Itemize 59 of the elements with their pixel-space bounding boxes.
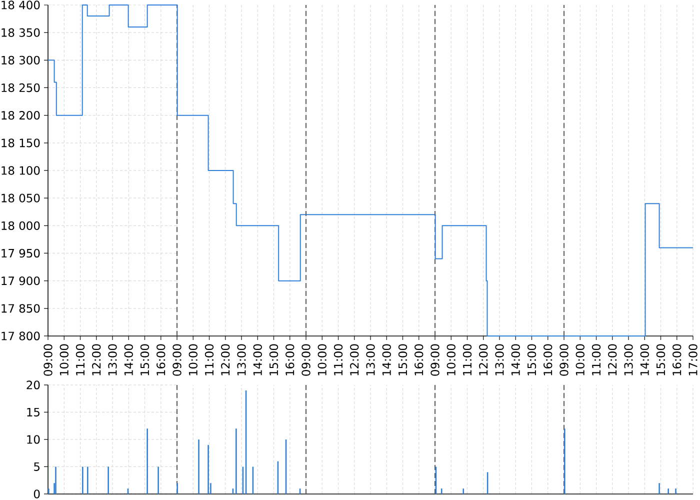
x-tick-label: 14:00 [640, 344, 649, 376]
x-tick-label: 14:00 [253, 344, 262, 376]
x-tick-label: 11:00 [462, 344, 472, 376]
x-tick-label: 09:00 [560, 344, 568, 376]
x-tick-label: 15:00 [269, 344, 278, 376]
y-tick-label: 18 250 [2, 83, 40, 92]
y-tick-label: 17 900 [2, 276, 40, 286]
x-tick-label: 15:00 [656, 344, 666, 376]
y-tick-label: 17 950 [2, 248, 40, 258]
x-tick-label: 12:00 [92, 344, 101, 376]
x-tick-label: 16:00 [156, 344, 166, 376]
y-tick-label: 18 300 [2, 56, 40, 64]
x-tick-label: 13:00 [237, 344, 246, 376]
x-tick-label: 12:00 [350, 344, 359, 376]
x-tick-label: 09:00 [430, 344, 440, 376]
y-tick-label: 20 [26, 380, 40, 390]
x-tick-label: 14:00 [511, 344, 520, 376]
y-tick-label: 18 150 [2, 138, 40, 148]
y-tick-label: 5 [34, 462, 40, 471]
x-tick-label: 13:00 [495, 344, 504, 376]
x-tick-label: 12:00 [221, 344, 230, 376]
x-tick-label: 13:00 [366, 344, 375, 376]
y-tick-label: 18 050 [2, 194, 40, 202]
x-tick-label: 11:00 [334, 344, 343, 376]
y-tick-label: 18 000 [2, 221, 40, 230]
x-tick-label: 10:00 [446, 344, 456, 376]
x-tick-label: 09:00 [44, 344, 52, 376]
x-tick-label: 12:00 [479, 344, 488, 376]
x-tick-label: 16:00 [286, 344, 294, 376]
x-tick-label: 12:00 [608, 344, 617, 376]
x-tick-label: 14:00 [382, 344, 391, 376]
x-tick-label: 15:00 [398, 344, 408, 376]
x-tick-label: 11:00 [204, 344, 214, 376]
x-tick-label: 17:00 [688, 344, 698, 376]
y-tick-label: 0 [34, 490, 40, 498]
x-tick-label: 13:00 [624, 344, 633, 376]
x-tick-label: 10:00 [60, 344, 68, 376]
y-tick-label: 18 200 [2, 110, 40, 120]
x-tick-label: 16:00 [414, 344, 424, 376]
x-tick-label: 14:00 [124, 344, 133, 376]
x-tick-label: 09:00 [302, 344, 310, 376]
y-tick-label: 15 [27, 408, 40, 416]
y-tick-label: 18 400 [2, 0, 40, 10]
x-tick-label: 15:00 [140, 344, 150, 376]
y-tick-label: 17 800 [2, 332, 40, 340]
y-tick-label: 17 850 [2, 304, 40, 313]
x-tick-label: 16:00 [544, 344, 552, 376]
y-tick-label: 18 100 [2, 166, 40, 175]
x-tick-label: 11:00 [76, 344, 85, 376]
x-tick-label: 11:00 [592, 344, 601, 376]
x-tick-label: 15:00 [527, 344, 536, 376]
y-tick-label: 18 350 [2, 28, 40, 37]
x-tick-label: 09:00 [172, 344, 182, 376]
x-tick-label: 16:00 [672, 344, 682, 376]
x-tick-label: 10:00 [576, 344, 584, 376]
y-tick-label: 10 [27, 435, 40, 444]
x-tick-label: 10:00 [188, 344, 198, 376]
x-tick-label: 10:00 [318, 344, 326, 376]
x-tick-label: 13:00 [108, 344, 117, 376]
